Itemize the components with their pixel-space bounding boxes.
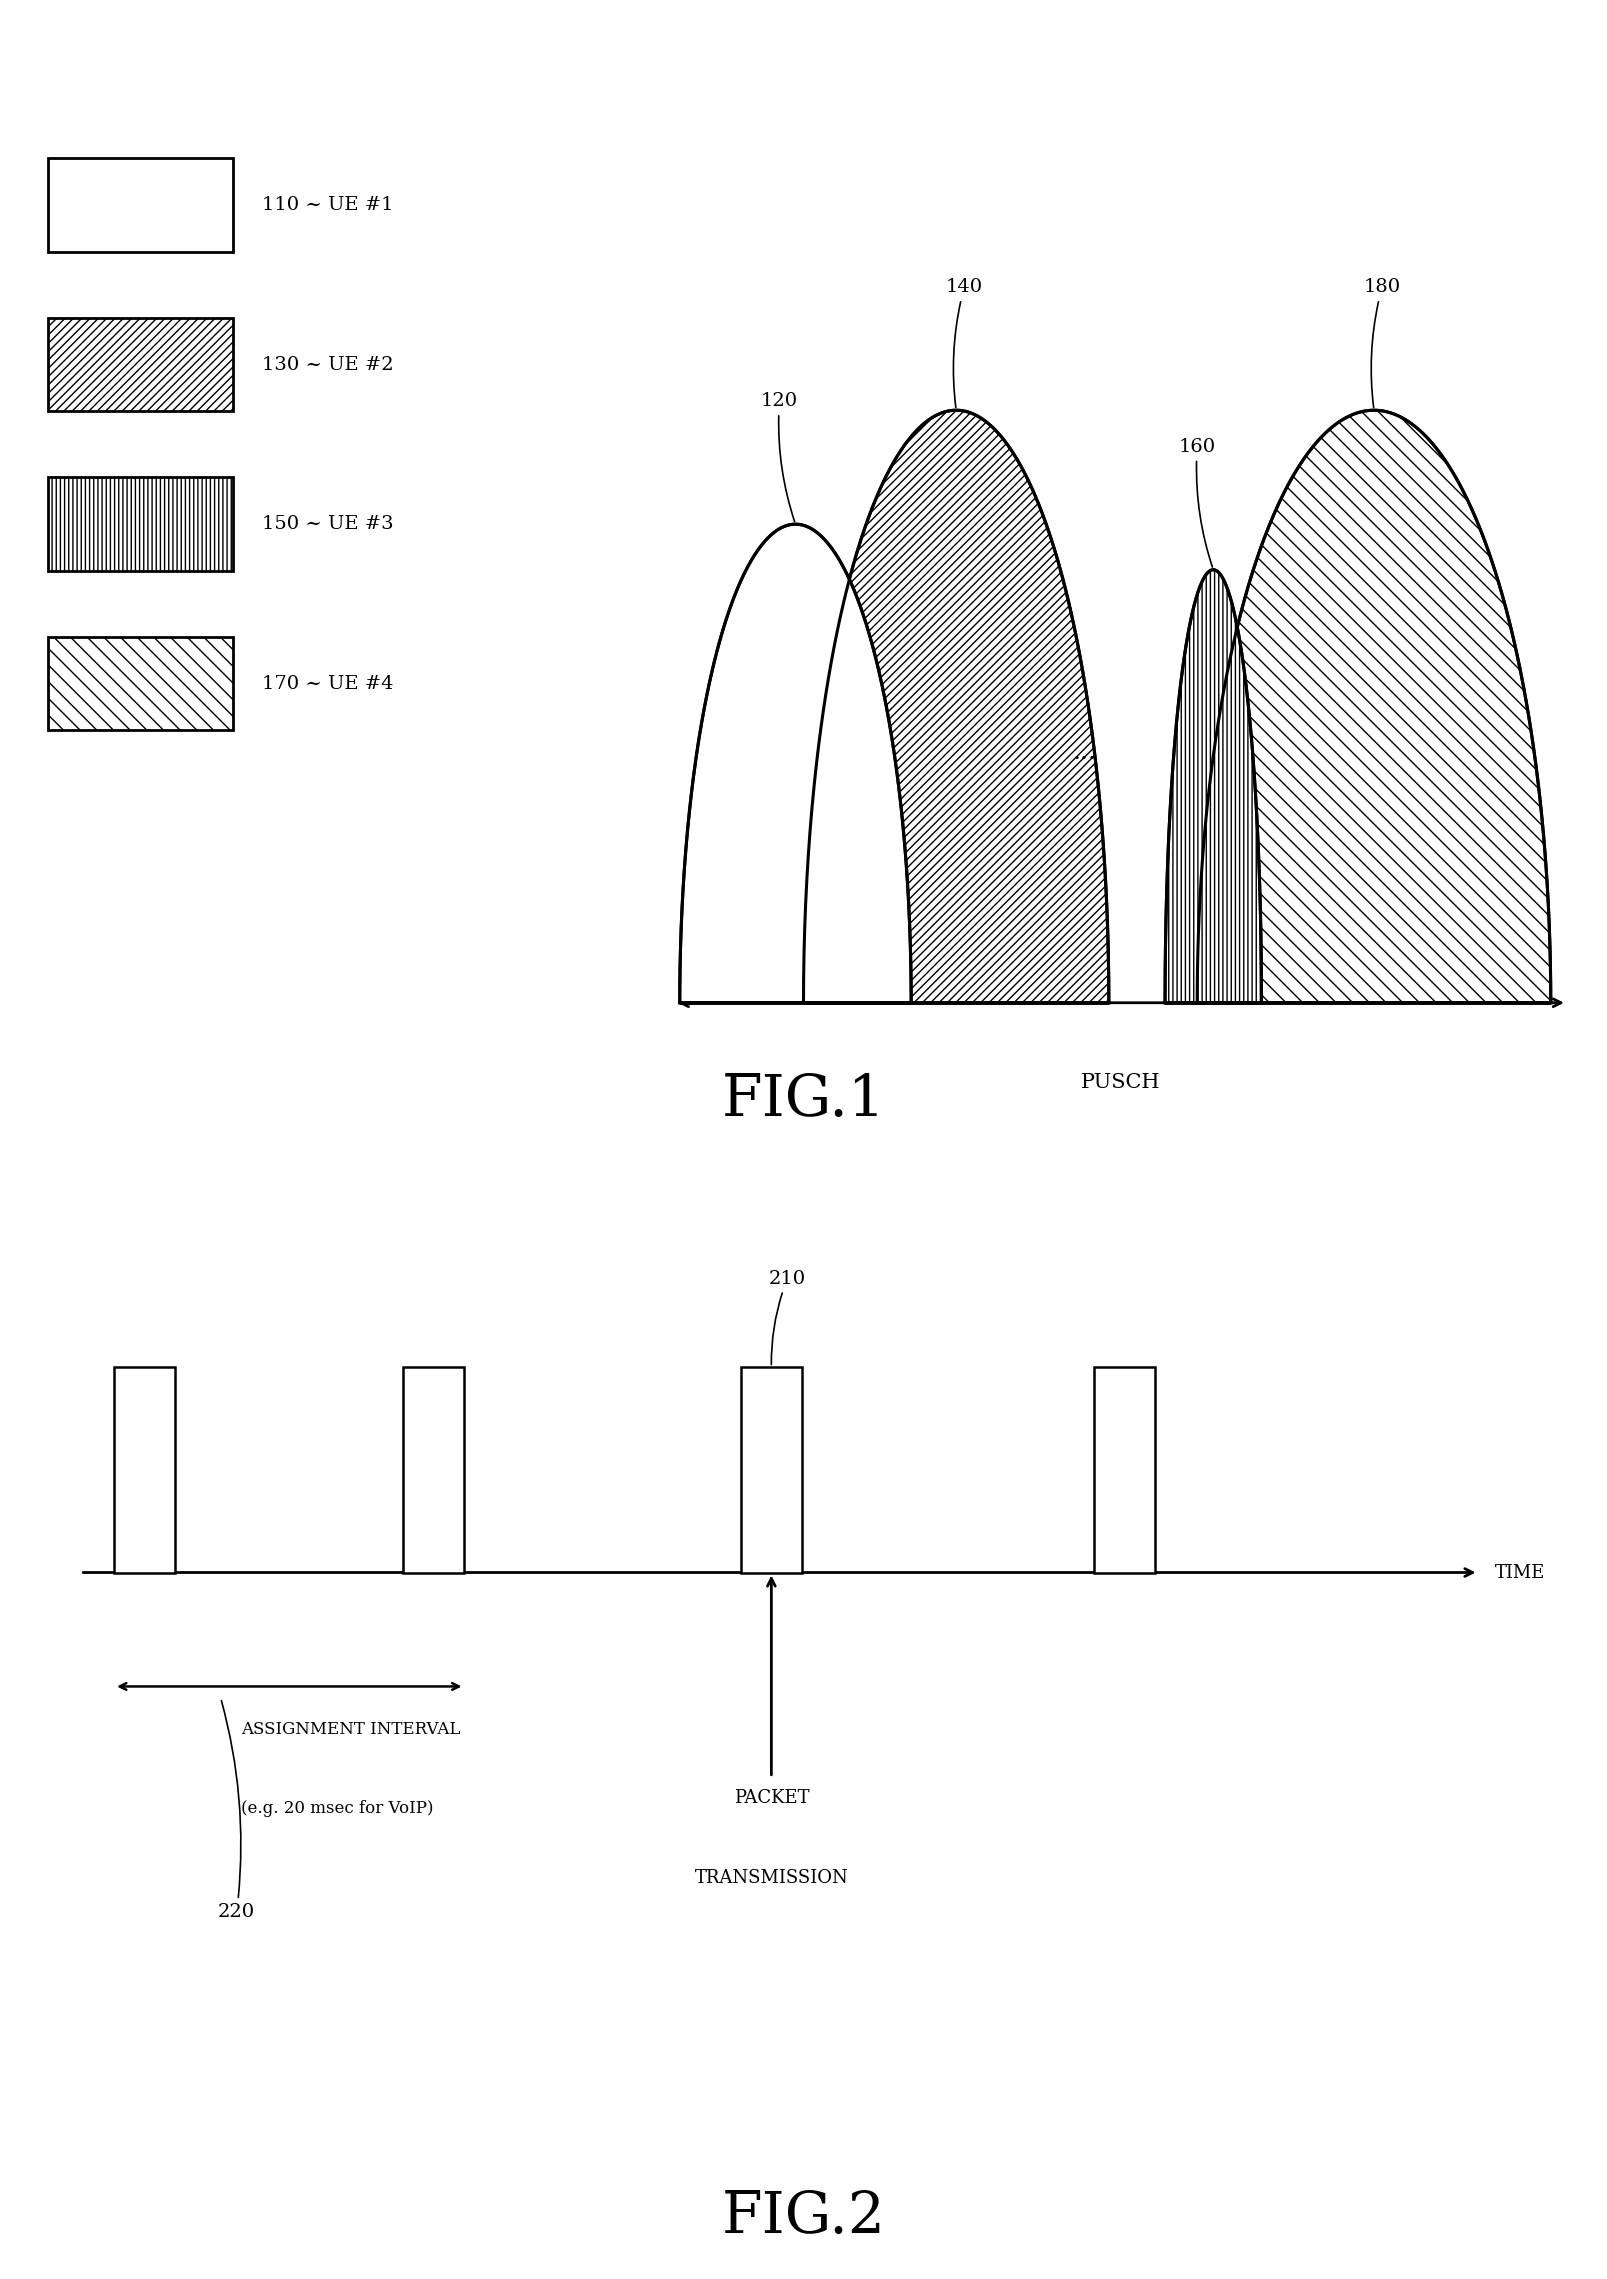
Text: 130 ~ UE #2: 130 ~ UE #2 [262, 356, 394, 374]
Text: 110 ~ UE #1: 110 ~ UE #1 [262, 196, 394, 214]
Text: 210: 210 [768, 1269, 807, 1365]
Text: ...: ... [1073, 741, 1096, 763]
Text: 220: 220 [219, 1700, 256, 1921]
Text: 180: 180 [1363, 278, 1401, 408]
Text: 170 ~ UE #4: 170 ~ UE #4 [262, 675, 394, 693]
Polygon shape [804, 410, 1109, 1003]
Text: ASSIGNMENT INTERVAL: ASSIGNMENT INTERVAL [241, 1721, 461, 1737]
Text: TIME: TIME [1495, 1563, 1544, 1582]
Text: 160: 160 [1178, 438, 1216, 567]
Bar [741, 1367, 802, 1573]
Text: (e.g. 20 msec for VoIP): (e.g. 20 msec for VoIP) [241, 1800, 434, 1816]
Bar [48, 476, 233, 570]
Polygon shape [1197, 410, 1551, 1003]
Bar [48, 160, 233, 253]
Bar [403, 1367, 464, 1573]
Polygon shape [680, 524, 911, 1003]
Text: 150 ~ UE #3: 150 ~ UE #3 [262, 515, 394, 533]
Text: 140: 140 [945, 278, 983, 408]
Text: PUSCH: PUSCH [1082, 1073, 1160, 1092]
Text: FIG.2: FIG.2 [722, 2188, 885, 2245]
Bar [114, 1367, 175, 1573]
Bar [48, 319, 233, 410]
Text: 120: 120 [760, 392, 799, 522]
Text: PACKET: PACKET [734, 1789, 808, 1807]
Text: TRANSMISSION: TRANSMISSION [694, 1869, 848, 1887]
Polygon shape [1165, 570, 1261, 1003]
Bar [1094, 1367, 1155, 1573]
Text: FIG.1: FIG.1 [722, 1071, 885, 1128]
Bar [48, 636, 233, 729]
